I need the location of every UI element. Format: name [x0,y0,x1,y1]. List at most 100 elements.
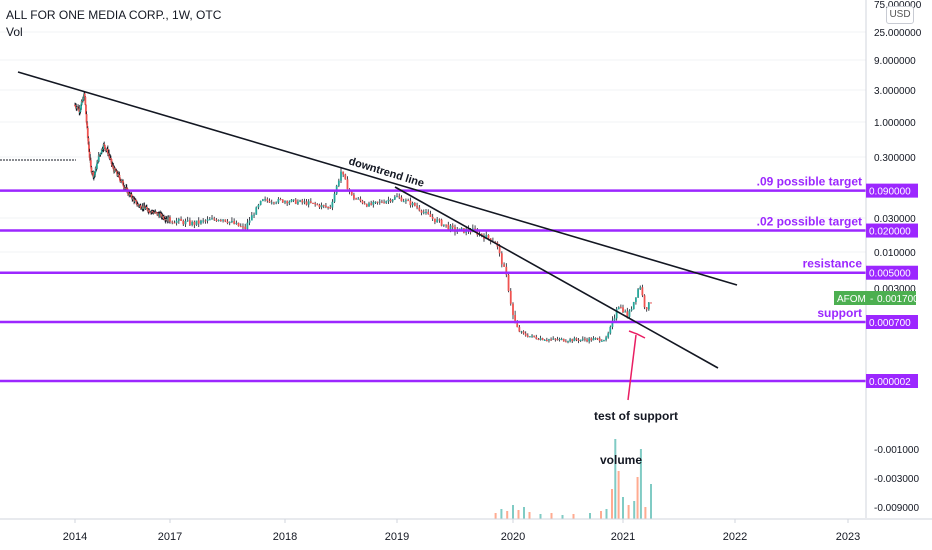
candle-body [275,202,278,204]
candle-body [152,210,154,213]
candle-body [368,203,370,207]
candle-body [628,310,631,317]
candle-body [217,220,220,222]
volume-bar [617,471,620,519]
level-price-tag [866,315,918,329]
candle-body [650,302,652,304]
candle-body [505,266,508,275]
candle-body [586,339,588,342]
candle-body [639,287,642,290]
last-price-value: 0.001700 [877,294,919,305]
candle-body [242,226,244,228]
candle-body [77,106,79,110]
candle-body [314,203,317,205]
candle-body [88,151,91,158]
candle-body [545,339,548,341]
candle-body [98,155,101,157]
candle-body [322,205,325,207]
candle-body [509,290,512,304]
candle-body [111,165,114,167]
candle-body [543,339,546,341]
volume-indicator-label[interactable]: Vol [6,25,23,39]
currency-button[interactable]: USD [886,6,914,24]
candle-body [106,148,109,155]
x-tick-label: 2022 [723,531,747,543]
candle-body [624,311,627,313]
volume-bar [523,507,525,519]
candle-body [385,201,388,204]
svg-text:-: - [870,294,873,305]
candle-body [588,338,591,342]
candle-body [92,171,95,178]
volume-bar [494,513,497,519]
candle-body [409,200,412,206]
candle-body [425,211,427,213]
test-of-support-label: test of support [594,409,678,423]
candle-body [202,220,205,222]
candle-body [93,174,96,177]
level-lines[interactable] [0,189,866,383]
candle-body [592,338,595,341]
candle-body [487,234,490,239]
level-price-tag [866,183,918,198]
candle-body [645,307,648,310]
candle-body [105,150,108,152]
candle-body [613,318,616,321]
candle-body [537,338,540,340]
candle-body [85,104,87,115]
candle-body [635,297,637,302]
volume-bar [517,510,520,519]
candle-body [579,339,582,341]
candle-body [577,339,580,341]
candle-body [137,204,140,206]
candle-body [268,200,271,203]
candle-body [193,221,196,225]
candle-body [562,338,565,342]
candle-body [376,201,379,203]
candle-body [413,203,416,206]
candle-body [512,303,514,316]
candle-body [541,338,544,341]
candle-body [175,220,178,224]
y-tick-label: 3.000000 [874,86,916,97]
candle-body [133,199,136,202]
y-tick-label: -0.001000 [874,445,919,456]
time-axis[interactable]: 2014 2017 2018 2019 2020 2021 2022 2023 [0,518,932,543]
candle-body [116,170,118,175]
candle-body [100,152,103,154]
candle-body [119,178,121,181]
volume-bar [622,497,624,519]
volume-label: volume [600,453,642,467]
candle-body [422,212,425,214]
candle-body [169,217,171,222]
price-axis[interactable]: 75.000000 25.000000 9.000000 3.000000 1.0000… [865,0,922,518]
candle-body [132,197,135,199]
candle-body [108,155,111,158]
candle-body [104,148,107,151]
candle-body [438,219,441,221]
trendline-upper [17,71,738,286]
candle-body [108,153,111,156]
candle-body [526,335,529,338]
volume-bar [561,515,564,519]
level-note: .09 possible target [757,175,862,189]
candle-body [312,202,314,204]
candle-body [626,311,629,317]
candle-body [123,187,126,189]
candle-body [299,200,301,202]
candle-body [529,336,531,338]
candle-body [607,333,610,338]
candle-body [211,218,213,220]
candle-body [149,212,152,214]
candle-body [596,338,599,340]
candle-body [429,214,432,217]
candle-body [420,210,423,213]
candle-body [195,220,198,225]
candle-body [255,207,258,215]
candle-body [400,197,403,202]
candle-body [103,145,106,149]
trendlines[interactable] [17,71,738,369]
candle-body [290,199,293,202]
candle-body [567,341,569,343]
